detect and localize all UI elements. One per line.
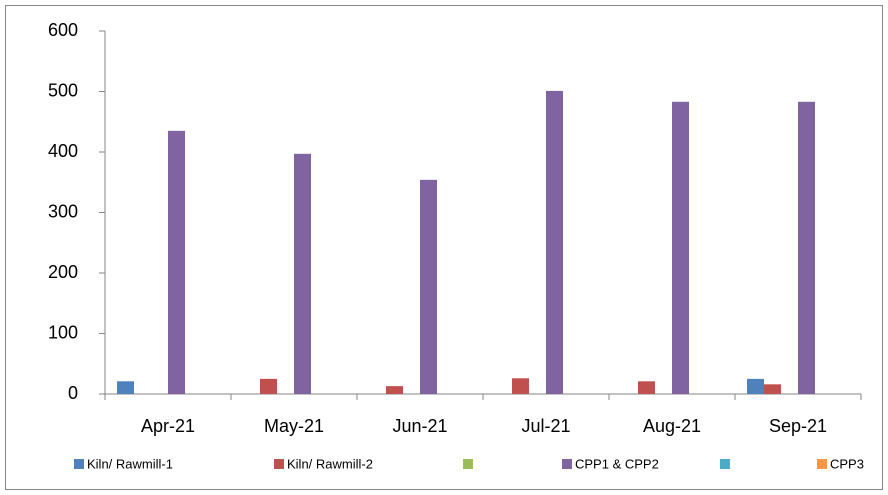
legend-label: CPP3 <box>830 456 864 471</box>
legend-swatch <box>274 459 284 469</box>
legend-swatch <box>720 459 730 469</box>
bar <box>672 101 689 394</box>
chart-frame <box>5 5 883 490</box>
y-tick-label: 500 <box>48 80 78 100</box>
y-tick-label: 400 <box>48 141 78 161</box>
bar <box>798 101 815 394</box>
bar <box>420 179 437 394</box>
y-tick-label: 600 <box>48 20 78 40</box>
bar <box>747 378 764 394</box>
y-tick-label: 100 <box>48 322 78 342</box>
bar <box>764 384 781 394</box>
x-tick-label: Sep-21 <box>769 416 827 436</box>
bar <box>260 378 277 394</box>
x-tick-label: Jun-21 <box>392 416 447 436</box>
x-tick-label: Jul-21 <box>521 416 570 436</box>
bar <box>386 386 403 394</box>
bar <box>546 90 563 395</box>
bar <box>512 378 529 394</box>
x-tick-label: Aug-21 <box>643 416 701 436</box>
x-tick-label: May-21 <box>264 416 324 436</box>
y-tick-label: 300 <box>48 201 78 221</box>
legend-label: Kiln/ Rawmill-1 <box>87 456 173 471</box>
legend-label: Kiln/ Rawmill-2 <box>287 456 373 471</box>
bar <box>638 381 655 394</box>
y-tick-label: 200 <box>48 262 78 282</box>
legend-label: CPP1 & CPP2 <box>575 456 659 471</box>
legend-swatch <box>74 459 84 469</box>
bar <box>294 153 311 394</box>
bar <box>117 381 134 394</box>
legend-swatch <box>463 459 473 469</box>
x-tick-label: Apr-21 <box>141 416 195 436</box>
legend-swatch <box>562 459 572 469</box>
legend-swatch <box>817 459 827 469</box>
y-tick-label: 0 <box>68 383 78 403</box>
bar <box>168 130 185 394</box>
